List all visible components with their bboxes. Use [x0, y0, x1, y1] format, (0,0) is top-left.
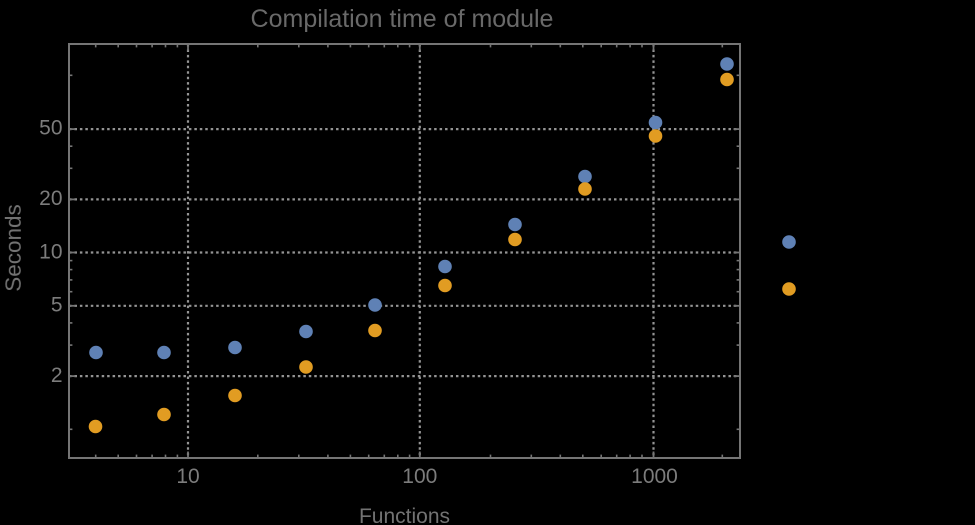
svg-text:Compilation time of module: Compilation time of module: [251, 5, 554, 33]
svg-text:2: 2: [51, 364, 63, 387]
svg-text:10: 10: [39, 240, 62, 263]
svg-text:10: 10: [176, 465, 199, 488]
svg-text:50: 50: [39, 117, 62, 140]
svg-text:Functions: Functions: [359, 505, 450, 525]
svg-text:20: 20: [39, 187, 62, 210]
svg-text:100: 100: [402, 465, 437, 488]
svg-text:Seconds: Seconds: [1, 204, 26, 292]
svg-text:1000: 1000: [631, 465, 678, 488]
svg-text:5: 5: [51, 294, 63, 317]
